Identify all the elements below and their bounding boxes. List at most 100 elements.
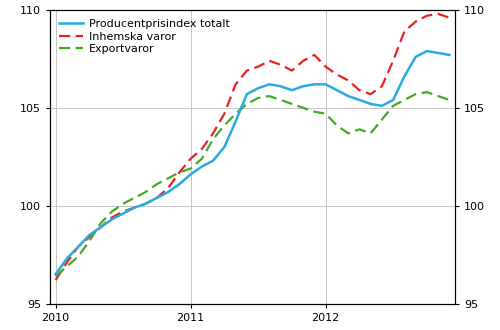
Exportvaror [322,112,328,115]
Inhemska varor [154,196,160,200]
Exportvaror [300,106,306,110]
Producentprisindex totalt [154,196,160,200]
Producentprisindex totalt [86,233,92,237]
Line: Exportvaror: Exportvaror [56,92,450,276]
Inhemska varor [232,82,238,86]
Producentprisindex totalt [210,159,216,163]
Inhemska varor [222,112,228,115]
Exportvaror [154,182,160,186]
Inhemska varor [300,59,306,63]
Inhemska varor [120,210,126,214]
Inhemska varor [446,16,452,20]
Producentprisindex totalt [300,84,306,88]
Producentprisindex totalt [52,272,59,276]
Exportvaror [222,123,228,127]
Inhemska varor [322,65,328,69]
Producentprisindex totalt [312,82,318,86]
Producentprisindex totalt [390,98,396,102]
Inhemska varor [188,157,194,161]
Producentprisindex totalt [379,104,385,108]
Producentprisindex totalt [222,145,228,149]
Legend: Producentprisindex totalt, Inhemska varor, Exportvaror: Producentprisindex totalt, Inhemska varo… [56,16,233,58]
Producentprisindex totalt [98,225,103,229]
Exportvaror [142,190,148,194]
Exportvaror [424,90,430,94]
Inhemska varor [64,260,70,264]
Producentprisindex totalt [176,182,182,186]
Inhemska varor [379,84,385,88]
Inhemska varor [75,245,81,249]
Inhemska varor [210,131,216,135]
Inhemska varor [289,69,295,73]
Producentprisindex totalt [120,212,126,215]
Exportvaror [312,110,318,114]
Exportvaror [412,92,418,96]
Exportvaror [390,104,396,108]
Inhemska varor [356,88,362,92]
Exportvaror [289,102,295,106]
Producentprisindex totalt [232,119,238,123]
Inhemska varor [334,73,340,77]
Inhemska varor [345,79,351,82]
Producentprisindex totalt [244,92,250,96]
Inhemska varor [435,12,441,16]
Exportvaror [120,202,126,206]
Producentprisindex totalt [165,190,171,194]
Producentprisindex totalt [188,172,194,176]
Exportvaror [232,112,238,115]
Producentprisindex totalt [368,102,374,106]
Exportvaror [165,176,171,180]
Exportvaror [210,137,216,141]
Inhemska varor [402,29,407,33]
Exportvaror [109,210,115,214]
Producentprisindex totalt [435,51,441,55]
Inhemska varor [98,225,103,229]
Exportvaror [345,131,351,135]
Producentprisindex totalt [402,75,407,79]
Exportvaror [368,131,374,135]
Producentprisindex totalt [334,88,340,92]
Exportvaror [356,127,362,131]
Exportvaror [435,94,441,98]
Producentprisindex totalt [322,82,328,86]
Exportvaror [176,170,182,174]
Line: Producentprisindex totalt: Producentprisindex totalt [56,51,450,274]
Producentprisindex totalt [255,86,261,90]
Inhemska varor [368,92,374,96]
Producentprisindex totalt [289,88,295,92]
Inhemska varor [266,59,272,63]
Producentprisindex totalt [446,53,452,57]
Exportvaror [402,98,407,102]
Inhemska varor [165,186,171,190]
Line: Inhemska varor: Inhemska varor [56,14,450,280]
Inhemska varor [132,206,138,210]
Inhemska varor [255,65,261,69]
Inhemska varor [109,215,115,219]
Exportvaror [52,274,59,278]
Producentprisindex totalt [356,98,362,102]
Inhemska varor [142,202,148,206]
Exportvaror [334,123,340,127]
Exportvaror [255,96,261,100]
Producentprisindex totalt [142,202,148,206]
Inhemska varor [86,235,92,239]
Exportvaror [199,157,205,161]
Exportvaror [266,94,272,98]
Exportvaror [75,255,81,259]
Exportvaror [64,264,70,268]
Inhemska varor [390,59,396,63]
Exportvaror [244,102,250,106]
Inhemska varor [176,170,182,174]
Inhemska varor [278,63,283,67]
Producentprisindex totalt [278,84,283,88]
Inhemska varor [312,53,318,57]
Exportvaror [278,98,283,102]
Inhemska varor [52,278,59,282]
Producentprisindex totalt [266,82,272,86]
Inhemska varor [424,14,430,18]
Inhemska varor [244,69,250,73]
Exportvaror [132,196,138,200]
Exportvaror [98,221,103,225]
Inhemska varor [412,20,418,24]
Producentprisindex totalt [75,245,81,249]
